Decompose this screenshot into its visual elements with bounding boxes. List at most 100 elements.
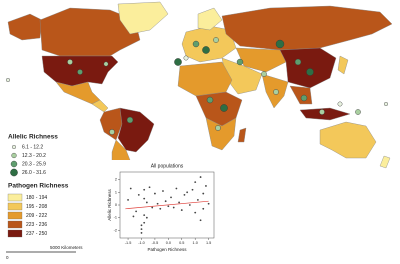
point [191,188,194,191]
y-tick-label: 2 [115,178,117,182]
legend-label: 26.0 - 31.6 [22,170,46,176]
site [202,46,210,54]
site [306,68,314,76]
legend-label: 195 - 208 [26,204,47,210]
point [183,193,186,196]
canada [39,7,141,57]
point [207,202,210,205]
point [202,192,205,195]
point [162,190,164,192]
point [145,201,148,204]
site [275,39,285,49]
point [188,204,191,206]
point [205,185,207,187]
point [175,187,178,190]
legend-title: Pathogen Richness [8,183,69,190]
x-tick-label: 0.0 [166,241,171,245]
point [199,219,202,222]
inset-panel [105,160,220,254]
legend-swatch [7,202,23,211]
legend-label: 237 - 250 [26,231,47,237]
site [319,109,325,115]
point [145,216,148,219]
site [300,94,308,102]
russia [221,5,393,51]
site [126,116,134,124]
y-tick-label: -2 [114,228,117,232]
trend-line [125,200,209,210]
point [137,193,140,196]
point [135,210,138,213]
brazil [117,107,155,153]
legend-symbol [11,144,16,149]
point [194,211,197,214]
legend-symbol [10,160,18,168]
point [143,197,146,200]
point [172,206,175,209]
site [213,37,219,43]
x-tick-label: 1.0 [193,241,198,245]
new-zealand [379,155,391,169]
north-africa [177,61,233,97]
greenland [117,1,169,35]
site [183,55,189,61]
scale-label: 0 [6,255,9,260]
legend-swatch [7,211,23,220]
site [67,59,73,65]
point [156,202,159,205]
point [199,176,202,178]
alaska [7,13,43,41]
site [355,109,361,115]
legend-symbol [11,152,17,159]
point [148,186,151,189]
sample-sites [5,37,389,135]
point [143,214,146,217]
point [159,207,162,210]
site [273,89,279,95]
mexico [55,81,101,105]
central-america [91,99,109,113]
legend-swatch [7,220,23,229]
legend-label: 209 - 222 [26,213,47,219]
point [140,232,143,234]
chart-title: All populations [151,163,184,169]
point [143,188,146,191]
point [127,199,129,201]
southern-africa [205,117,237,151]
legend-label: 223 - 236 [26,222,47,228]
site [236,58,244,66]
point [186,191,189,194]
australia [319,121,377,159]
site [215,125,221,131]
y-tick-label: 1 [115,190,117,194]
point [167,205,170,208]
legend-label: 180 - 194 [26,195,47,201]
scandinavia [197,7,223,31]
x-tick-label: -1.5 [125,241,132,245]
point [140,224,143,227]
point [194,181,197,184]
site [261,71,267,77]
legend-label: 6.1 - 12.2 [22,144,43,150]
x-tick-label: 1.5 [206,241,211,245]
point [164,200,167,203]
site [109,129,115,135]
x-tick-label: -0.5 [152,241,159,245]
point [180,209,183,211]
scale-label: 5000 Kilometers [50,245,83,250]
y-tick-label: 0 [115,203,117,207]
world-map [7,1,393,187]
point [132,215,135,218]
x-axis-label: Pathogen Richness [147,247,187,252]
site [220,104,228,112]
y-axis-label: Allelic Richness [107,188,112,220]
site [337,101,343,107]
site [77,69,83,75]
point [143,221,146,224]
y-tick-label: -1 [114,216,117,220]
point [140,228,143,231]
point [129,187,132,190]
site [103,61,109,67]
japan [337,55,349,75]
